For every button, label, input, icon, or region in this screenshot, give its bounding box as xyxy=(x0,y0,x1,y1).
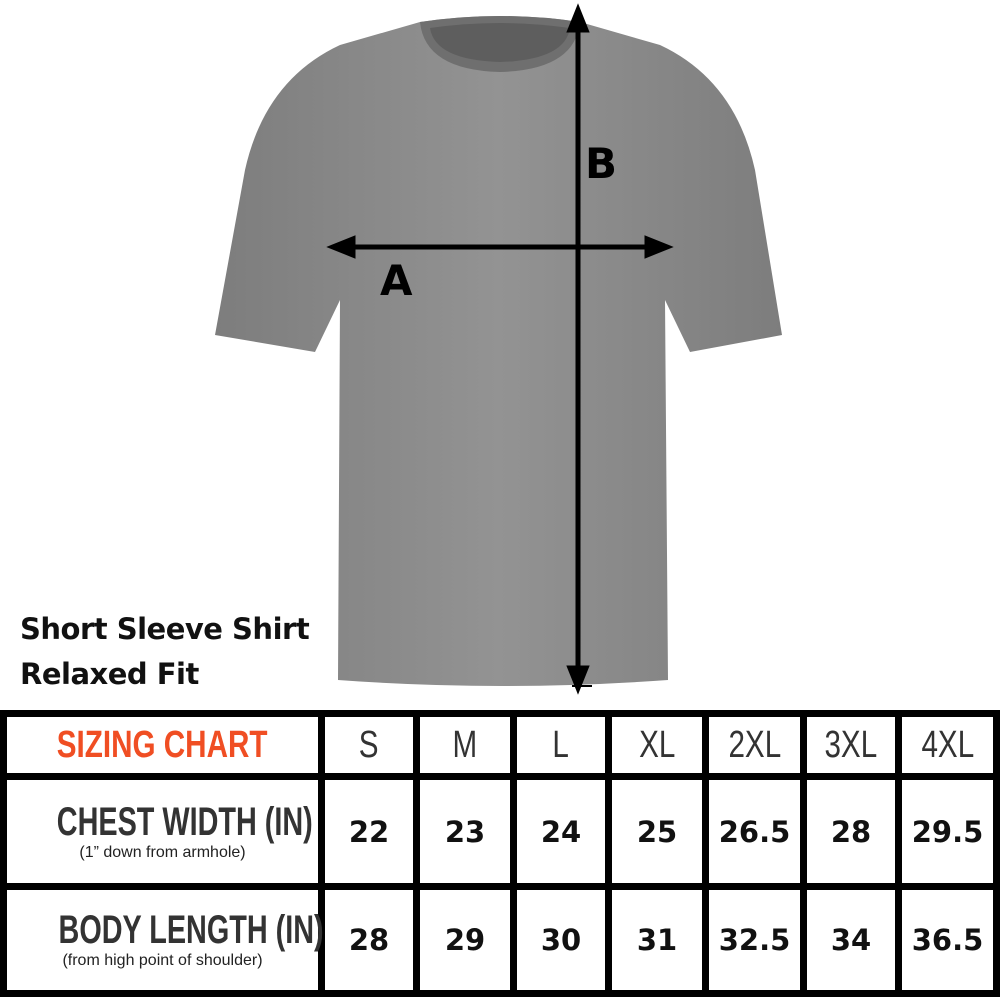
tshirt-illustration: B A xyxy=(215,3,782,695)
sizing-chart-table: SIZING CHART S M L XL 2XL 3XL 4XL CHEST … xyxy=(0,710,1000,1000)
size-header: 3XL xyxy=(824,723,878,766)
shirt-body xyxy=(215,16,782,686)
row-sublabel: (1” down from armhole) xyxy=(79,843,246,861)
cell: 25 xyxy=(605,773,709,890)
cell: 29.5 xyxy=(895,773,1000,890)
row-label: CHEST WIDTH (IN) xyxy=(56,799,313,844)
product-title: Short Sleeve Shirt xyxy=(20,612,310,646)
table-row: CHEST WIDTH (IN) (1” down from armhole) 2… xyxy=(0,773,1000,890)
size-header: 2XL xyxy=(728,723,781,766)
cell: 28 xyxy=(318,883,420,997)
cell: 29 xyxy=(413,883,517,997)
size-header: L xyxy=(552,723,570,766)
product-fit: Relaxed Fit xyxy=(20,657,199,691)
chart-title: SIZING CHART xyxy=(57,723,268,766)
cell: 34 xyxy=(800,883,902,997)
cell: 36.5 xyxy=(895,883,1000,997)
header-row: SIZING CHART S M L XL 2XL 3XL 4XL xyxy=(0,710,1000,780)
table-row: BODY LENGTH (IN) (from high point of shou… xyxy=(0,883,1000,997)
cell: 30 xyxy=(510,883,612,997)
measure-label-b: B xyxy=(585,139,617,188)
cell: 24 xyxy=(510,773,612,890)
cell: 28 xyxy=(800,773,902,890)
cell: 22 xyxy=(318,773,420,890)
size-header: M xyxy=(452,723,478,766)
size-header: XL xyxy=(638,723,676,766)
row-label: BODY LENGTH (IN) xyxy=(58,908,324,952)
cell: 31 xyxy=(605,883,709,997)
row-sublabel: (from high point of shoulder) xyxy=(62,952,263,969)
cell: 23 xyxy=(413,773,517,890)
cell: 26.5 xyxy=(702,773,807,890)
cell: 32.5 xyxy=(702,883,807,997)
size-header: S xyxy=(359,723,379,766)
measure-arrows xyxy=(326,3,674,695)
measure-label-a: A xyxy=(380,256,413,305)
size-header: 4XL xyxy=(921,723,974,766)
